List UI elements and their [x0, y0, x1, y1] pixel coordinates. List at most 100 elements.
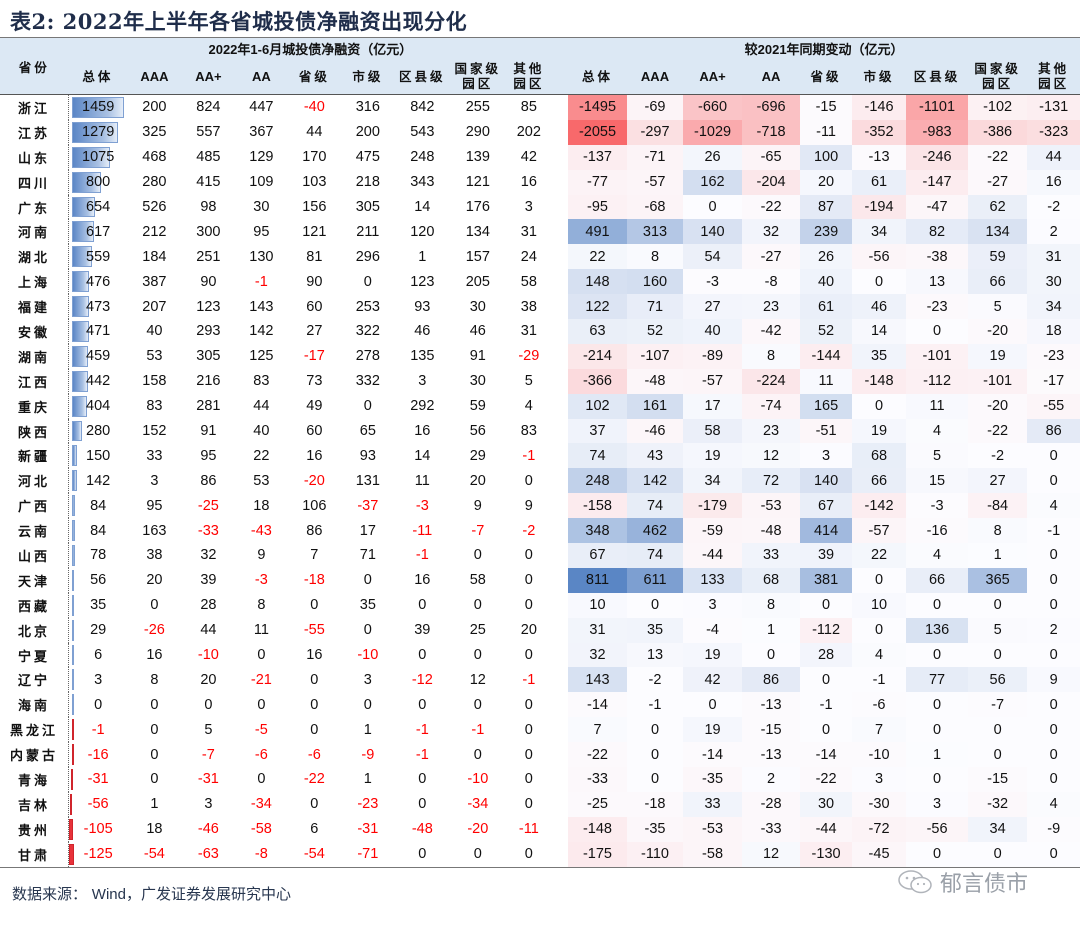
net-cell: 49	[306, 398, 323, 415]
net-cell: 0	[418, 647, 427, 664]
net-cell: 25	[469, 622, 486, 639]
net-total-cell: 35	[68, 592, 128, 618]
net-total-cell: 150	[68, 443, 128, 469]
change-cell: -95	[568, 194, 627, 220]
change-cell: 122	[568, 294, 627, 320]
net-cell: 176	[465, 199, 490, 215]
net-cell: 0	[524, 796, 533, 813]
province-name: 甘肃	[18, 848, 51, 864]
change-cell: -14	[800, 742, 852, 768]
change-cell: 5	[906, 443, 968, 469]
change-cell: -23	[906, 294, 968, 320]
net-cell: 325	[142, 124, 167, 141]
change-cell: 462	[626, 518, 684, 544]
net-cell: 526	[142, 199, 167, 215]
financing-table-container: 省份 2022年1-6月城投债净融资（亿元） 较2021年同期变动（亿元） 总体…	[0, 37, 1080, 868]
net-cell: 0	[150, 597, 159, 614]
spacer	[552, 219, 568, 244]
table-row: 陕西 280 152 91 40 60 65 16 56 83 37 -46 58 23 -51 19 4 -22…	[0, 418, 1080, 444]
change-cell: -16	[906, 518, 968, 544]
change-cell: -65	[741, 144, 801, 170]
change-cell: 3	[800, 443, 852, 469]
net-cell: -22	[303, 771, 325, 788]
net-cell: 0	[524, 696, 533, 713]
change-cell: 9	[1027, 667, 1080, 693]
province-name: 内蒙古	[10, 749, 59, 765]
change-cell: 0	[967, 717, 1028, 743]
net-cell: -1	[415, 721, 429, 738]
net-cell: -58	[250, 821, 272, 838]
table-row: 安徽 471 40 293 142 27 322 46 46 31 63 52 40 -42 52 14 0 -2…	[0, 319, 1080, 344]
net-cell: 0	[418, 846, 427, 863]
net-cell: 281	[196, 398, 221, 415]
net-cell: 0	[150, 721, 159, 738]
net-cell: -1	[254, 273, 268, 290]
col-header-text: 其他	[513, 61, 545, 76]
net-cell: 123	[410, 273, 435, 290]
change-cell: -112	[800, 617, 852, 643]
province-name: 天津	[18, 574, 51, 590]
change-cell: -59	[683, 518, 742, 544]
change-cell: 37	[568, 418, 627, 444]
change-cell: -1	[800, 692, 852, 718]
change-cell: 162	[683, 169, 742, 195]
data-bar	[72, 694, 75, 716]
change-cell: 491	[568, 219, 627, 245]
col-header-text: 其他	[1038, 61, 1070, 76]
change-cell: 140	[800, 468, 852, 494]
change-cell: 23	[741, 294, 801, 320]
net-col-header: AA	[235, 58, 288, 95]
spacer	[552, 817, 568, 842]
spacer	[552, 419, 568, 444]
change-cell: -32	[967, 791, 1028, 817]
change-cell: 0	[906, 717, 968, 743]
cell-value: 476	[86, 273, 111, 290]
chg-col-header: AAA	[626, 58, 684, 95]
net-cell: 14	[414, 199, 431, 215]
net-cell: 42	[520, 149, 537, 166]
net-cell: 322	[355, 323, 380, 340]
change-cell: -131	[1027, 94, 1080, 120]
cell-value: 280	[86, 423, 111, 440]
province-name: 辽宁	[18, 674, 51, 690]
data-bar	[72, 246, 93, 268]
change-cell: 67	[800, 493, 852, 519]
change-cell: 3	[851, 767, 907, 792]
net-cell: -8	[254, 846, 268, 863]
spacer	[552, 643, 568, 668]
net-cell: -71	[357, 846, 379, 863]
chg-col-header: AA+	[683, 58, 742, 95]
change-cell: 22	[568, 244, 627, 270]
data-bar	[72, 97, 125, 118]
change-cell: 0	[626, 742, 684, 768]
net-cell: 90	[200, 273, 217, 290]
net-cell: -25	[197, 497, 219, 514]
change-cell: 134	[967, 219, 1028, 245]
change-cell: -194	[851, 194, 907, 220]
net-cell: 38	[520, 298, 537, 315]
col-header-text: AA+	[195, 68, 222, 84]
change-cell: 0	[906, 592, 968, 618]
data-bar	[72, 121, 118, 143]
spacer	[552, 568, 568, 593]
change-cell: -137	[568, 144, 627, 170]
net-cell: 130	[249, 248, 274, 265]
change-cell: 10	[568, 592, 627, 618]
net-cell: -17	[303, 348, 325, 365]
col-header-text: 园区	[1038, 76, 1070, 91]
col-header-text: 总体	[581, 68, 613, 84]
net-cell: 143	[249, 298, 274, 315]
net-cell: 157	[465, 248, 490, 265]
net-cell: 9	[257, 547, 266, 564]
change-cell: -53	[741, 493, 801, 519]
change-cell: -107	[626, 343, 684, 369]
net-cell: -1	[415, 547, 429, 564]
change-cell: -18	[626, 791, 684, 817]
net-total-cell: 654	[68, 194, 128, 220]
net-cell: 557	[196, 124, 221, 141]
change-cell: -56	[906, 816, 968, 842]
net-cell: 0	[310, 597, 319, 614]
change-cell: -7	[967, 692, 1028, 718]
change-cell: 4	[1027, 791, 1080, 817]
net-cell: 121	[465, 174, 490, 191]
